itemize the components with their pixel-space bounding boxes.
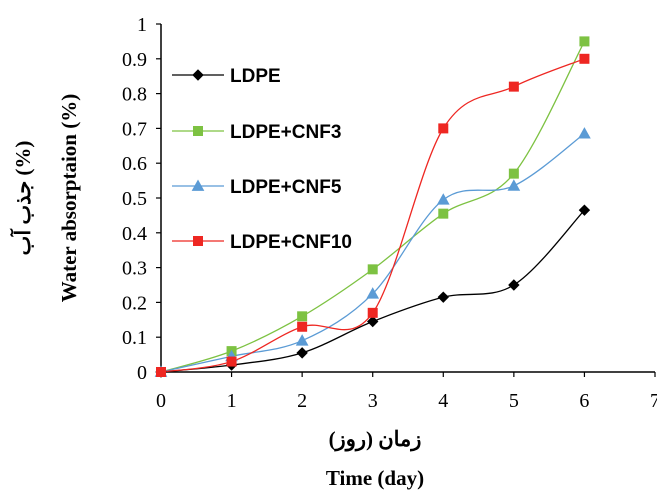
- marker-ldpe-cnf10: [579, 53, 590, 64]
- y-axis-label-alt: جذب آب (%): [9, 141, 35, 256]
- y-tick-label: 0.4: [122, 223, 147, 245]
- legend: LDPE LDPE+CNF3 LDPE+CNF5 LDPE+CNF10: [172, 66, 352, 253]
- y-tick-label: 0.6: [122, 153, 147, 175]
- x-tick-label: 7: [650, 390, 657, 412]
- y-tick-label: 0: [137, 362, 147, 384]
- x-tick-label: 1: [227, 390, 237, 412]
- marker-ldpe-cnf3: [367, 264, 378, 275]
- axis-labels: Water absorptaion (%) جذب آب (%) زمان (ر…: [9, 94, 424, 490]
- marker-ldpe-cnf5: [578, 127, 591, 139]
- marker-ldpe-cnf3: [508, 168, 519, 179]
- marker-ldpe: [508, 279, 520, 291]
- x-tick-label: 4: [438, 390, 448, 412]
- legend-label-ldpe-cnf10: LDPE+CNF10: [230, 232, 352, 253]
- marker-ldpe-cnf3: [297, 311, 308, 322]
- legend-label-ldpe-cnf3: LDPE+CNF3: [230, 122, 341, 143]
- legend-label-ldpe-cnf5: LDPE+CNF5: [230, 177, 342, 198]
- series-line-ldpe-cnf5: [160, 133, 585, 373]
- series-markers: [154, 36, 591, 378]
- legend-marker-ldpe-cnf5: [191, 179, 205, 191]
- marker-ldpe-cnf10: [226, 356, 237, 367]
- y-tick-label: 0.3: [122, 258, 147, 280]
- legend-marker-ldpe-cnf3: [193, 126, 203, 136]
- legend-marker-ldpe: [192, 69, 204, 81]
- x-axis-label: Time (day): [326, 466, 424, 490]
- marker-ldpe-cnf5: [295, 334, 309, 346]
- marker-ldpe-cnf5: [436, 193, 450, 205]
- marker-ldpe-cnf10: [438, 123, 449, 134]
- marker-ldpe-cnf3: [579, 36, 590, 47]
- y-tick-label: 0.9: [122, 49, 147, 71]
- x-tick-label: 2: [297, 390, 307, 412]
- x-tick-label: 0: [156, 390, 166, 412]
- marker-ldpe-cnf5: [366, 287, 380, 299]
- marker-ldpe-cnf10: [508, 81, 519, 92]
- x-tick-label: 6: [579, 390, 589, 412]
- y-tick-label: 1: [137, 14, 147, 36]
- x-tick-label: 5: [509, 390, 519, 412]
- marker-ldpe: [296, 347, 308, 359]
- axes: 0 0.1 0.2 0.3 0.4 0.5 0.6 0.7 0.8 0.9 1 0 1 2 3 4 5 6 7: [122, 14, 657, 412]
- y-tick-label: 0.7: [122, 118, 147, 140]
- marker-ldpe: [578, 204, 591, 216]
- legend-marker-ldpe-cnf10: [193, 236, 203, 246]
- marker-ldpe-cnf3: [438, 208, 449, 219]
- marker-ldpe-cnf10: [367, 307, 378, 318]
- y-tick-label: 0.5: [122, 188, 147, 210]
- marker-ldpe: [437, 291, 449, 303]
- x-tick-label: 3: [368, 390, 378, 412]
- y-tick-label: 0.2: [122, 292, 147, 314]
- legend-label-ldpe: LDPE: [230, 66, 281, 87]
- y-axis-label: Water absorptaion (%): [57, 94, 81, 302]
- y-tick-label: 0.1: [122, 327, 147, 349]
- marker-ldpe-cnf10: [156, 367, 166, 377]
- marker-ldpe-cnf5: [507, 179, 521, 191]
- y-tick-label: 0.8: [122, 84, 147, 106]
- x-axis-label-alt: زمان (روز): [329, 427, 422, 452]
- marker-ldpe: [367, 315, 379, 328]
- marker-ldpe-cnf10: [297, 321, 308, 332]
